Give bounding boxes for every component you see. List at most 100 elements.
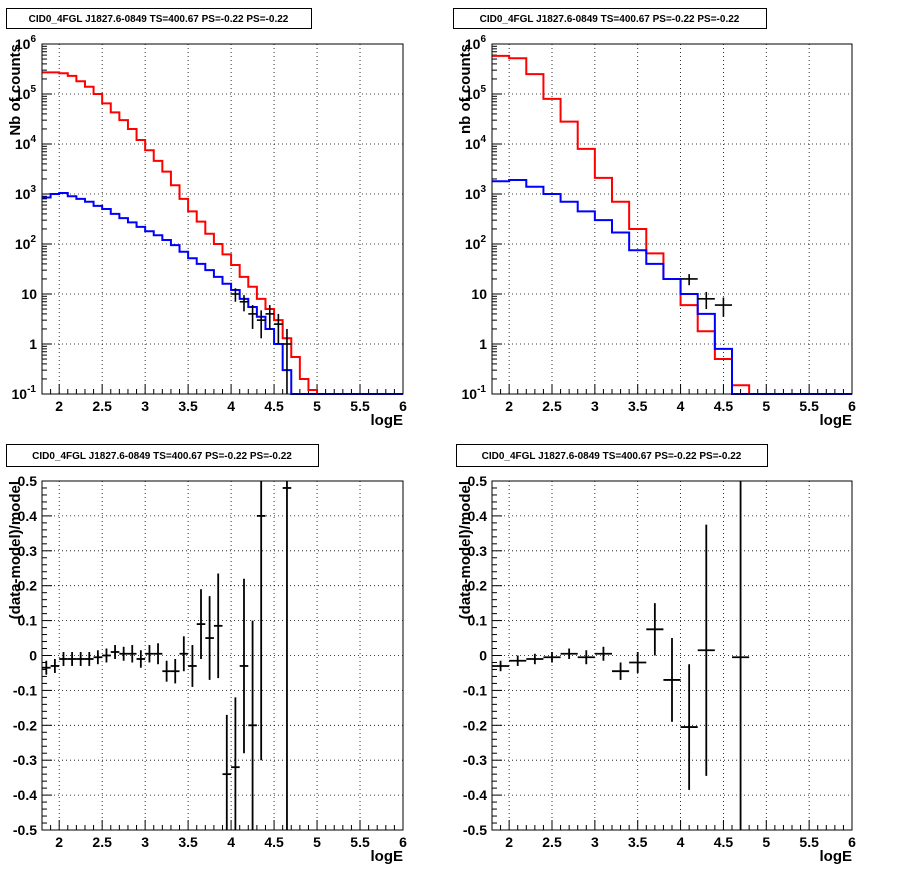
plot-frame — [41, 43, 404, 395]
plot-area — [42, 44, 403, 394]
y-tick-label: 102 — [465, 234, 487, 252]
y-tick-label: 0.2 — [18, 578, 38, 594]
x-tick-label: 3 — [141, 834, 149, 850]
y-tick-label: 0.2 — [468, 578, 488, 594]
y-tick-label: -0.4 — [463, 787, 487, 803]
y-tick-label: 10 — [21, 286, 37, 302]
y-tick-label: 0.3 — [468, 543, 488, 559]
x-axis-label: logE — [820, 848, 853, 865]
y-tick-label: 10-1 — [12, 384, 37, 402]
chart-title: CID0_4FGL J1827.6-0849 TS=400.67 PS=-0.2… — [482, 451, 742, 462]
y-tick-label: 0.5 — [18, 473, 38, 489]
y-tick-label: 106 — [15, 34, 37, 52]
x-tick-label: 3.5 — [628, 398, 648, 414]
y-tick-label: -0.5 — [13, 822, 37, 838]
y-axis-label: Nb of counts — [7, 44, 24, 136]
title-box — [456, 444, 768, 467]
title-box — [6, 444, 319, 467]
x-tick-label: 2.5 — [542, 834, 562, 850]
y-tick-label: -0.2 — [13, 717, 37, 733]
title-box — [6, 8, 312, 29]
x-tick-label: 5 — [313, 834, 321, 850]
x-tick-label: 4.5 — [714, 834, 734, 850]
y-tick-label: 0.4 — [18, 508, 38, 524]
chart-title: CID0_4FGL J1827.6-0849 TS=400.67 PS=-0.2… — [32, 451, 292, 462]
chart-panel-3: 2 2.5 3 3.5 4 4.5 5 5.5 6 -0.5 -0.4 -0.3 -0.2 -0.1 0 0.… — [6, 444, 407, 865]
y-tick-label: -0.1 — [463, 682, 487, 698]
x-tick-label: 4 — [227, 834, 235, 850]
x-tick-label: 4.5 — [714, 398, 734, 414]
y-tick-label: 106 — [465, 34, 487, 52]
x-tick-label: 4.5 — [264, 834, 284, 850]
y-axis-label: nb of counts — [457, 44, 474, 134]
y-tick-label: -0.3 — [463, 752, 487, 768]
chart-panel-1: 2 2.5 3 3.5 4 4.5 5 5.5 6 10-1 1 10 102 103 104 105 106 l… — [6, 8, 407, 429]
plot-frame — [491, 480, 853, 831]
y-tick-label: 103 — [465, 184, 487, 202]
y-tick-label: 0.1 — [18, 613, 38, 629]
chart-panel-4: 2 2.5 3 3.5 4 4.5 5 5.5 6 -0.5 -0.4 -0.3 -0.2 -0.1 0 0.… — [456, 444, 856, 865]
x-tick-label: 5.5 — [350, 398, 370, 414]
title-box — [453, 8, 767, 29]
y-tick-label: -0.2 — [463, 717, 487, 733]
series-line-1 — [42, 71, 403, 395]
y-tick-label: 105 — [465, 84, 487, 102]
x-tick-label: 5 — [762, 834, 770, 850]
x-tick-label: 5 — [313, 398, 321, 414]
y-tick-label: 0.3 — [18, 543, 38, 559]
x-tick-label: 5.5 — [799, 834, 819, 850]
y-tick-label: 103 — [15, 184, 37, 202]
x-tick-label: 4 — [227, 398, 235, 414]
x-tick-label: 3.5 — [178, 398, 198, 414]
y-tick-label: 0.4 — [468, 508, 488, 524]
x-tick-label: 3 — [141, 398, 149, 414]
x-tick-label: 6 — [848, 834, 856, 850]
x-tick-label: 2 — [55, 398, 63, 414]
x-tick-label: 4 — [677, 834, 685, 850]
x-tick-label: 2.5 — [92, 834, 112, 850]
x-tick-label: 5 — [762, 398, 770, 414]
x-tick-label: 2 — [505, 398, 513, 414]
x-tick-label: 6 — [399, 834, 407, 850]
y-tick-label: -0.1 — [13, 682, 37, 698]
y-tick-label: 0.5 — [468, 473, 488, 489]
x-tick-label: 6 — [399, 398, 407, 414]
y-tick-label: -0.3 — [13, 752, 37, 768]
x-tick-label: 6 — [848, 398, 856, 414]
x-tick-label: 2 — [55, 834, 63, 850]
chart-panel-2: 2 2.5 3 3.5 4 4.5 5 5.5 6 10-1 1 10 102 103 104 105 106 l… — [453, 8, 856, 429]
x-tick-label: 3.5 — [178, 834, 198, 850]
x-tick-label: 5.5 — [799, 398, 819, 414]
y-tick-label: 102 — [15, 234, 37, 252]
plot-frame — [491, 43, 853, 395]
x-tick-label: 5.5 — [350, 834, 370, 850]
chart-title: CID0_4FGL J1827.6-0849 TS=400.67 PS=-0.2… — [29, 14, 289, 25]
plot-frame — [41, 480, 404, 831]
y-axis-label: (data-model)/model — [7, 481, 24, 619]
x-tick-label: 3.5 — [628, 834, 648, 850]
x-tick-label: 4.5 — [264, 398, 284, 414]
y-tick-label: 105 — [15, 84, 37, 102]
y-axis-label: (data-model)/model — [457, 481, 474, 619]
y-tick-label: 10-1 — [462, 384, 487, 402]
y-tick-label: 104 — [15, 134, 37, 152]
x-axis-label: logE — [820, 412, 853, 429]
x-tick-label: 3 — [591, 834, 599, 850]
x-tick-label: 3 — [591, 398, 599, 414]
x-axis-label: logE — [371, 412, 404, 429]
x-tick-label: 2.5 — [542, 398, 562, 414]
y-tick-label: 104 — [465, 134, 487, 152]
y-tick-label: 0 — [479, 648, 487, 664]
plot-area — [492, 44, 852, 394]
y-tick-label: 10 — [471, 286, 487, 302]
y-tick-label: 1 — [479, 336, 487, 352]
x-axis-label: logE — [371, 848, 404, 865]
y-tick-label: 1 — [29, 336, 37, 352]
x-tick-label: 4 — [677, 398, 685, 414]
chart-title: CID0_4FGL J1827.6-0849 TS=400.67 PS=-0.2… — [480, 14, 740, 25]
y-tick-label: -0.4 — [13, 787, 37, 803]
x-tick-label: 2 — [505, 834, 513, 850]
y-tick-label: -0.5 — [463, 822, 487, 838]
x-tick-label: 2.5 — [92, 398, 112, 414]
